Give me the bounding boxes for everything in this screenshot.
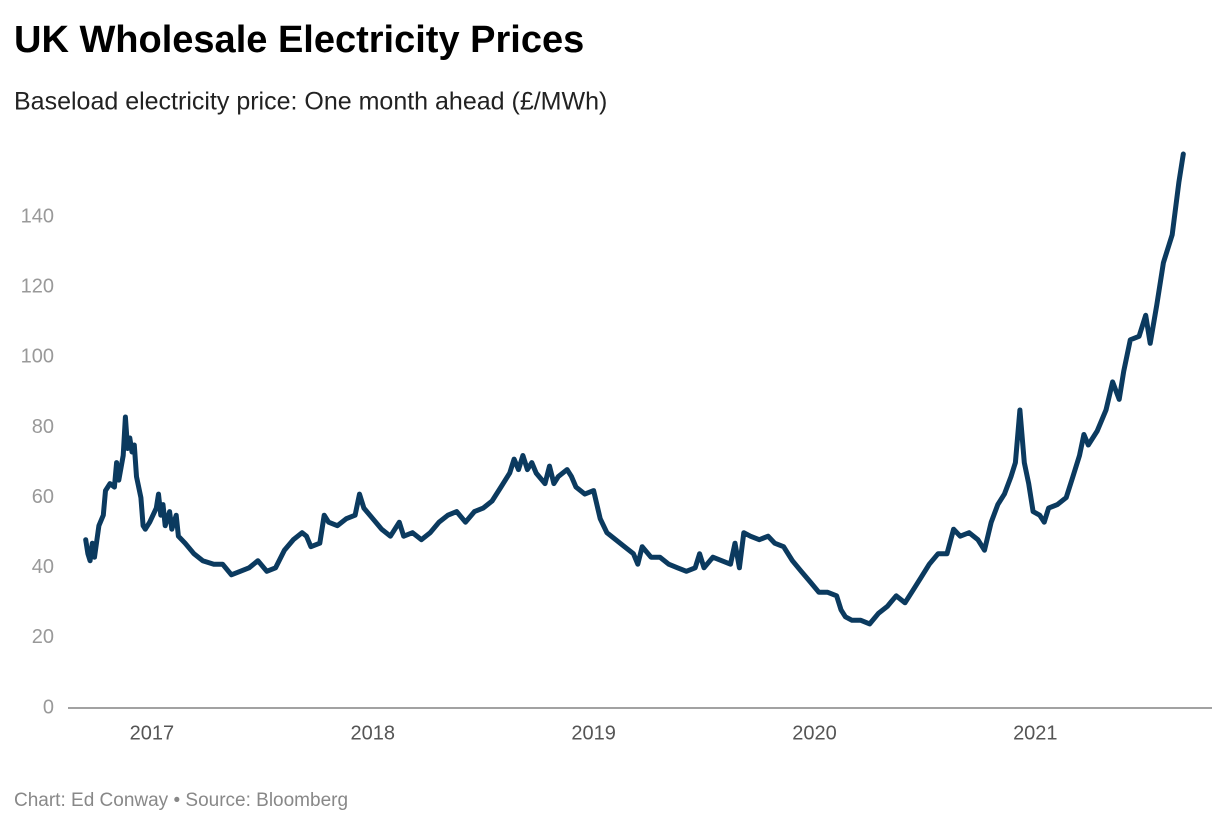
y-tick-label: 40: [32, 556, 54, 578]
chart-subtitle: Baseload electricity price: One month ah…: [14, 88, 607, 116]
series-line: [83, 151, 1186, 627]
y-tick-label: 80: [32, 416, 54, 438]
y-tick-label: 120: [21, 276, 54, 298]
y-tick-label: 20: [32, 626, 54, 648]
chart-source: Chart: Ed Conway • Source: Bloomberg: [14, 790, 348, 811]
x-tick-label: 2017: [130, 722, 175, 744]
y-tick-label: 140: [21, 205, 54, 227]
y-tick-label: 60: [32, 486, 54, 508]
x-tick-label: 2018: [351, 722, 396, 744]
x-tick-label: 2020: [792, 722, 837, 744]
y-tick-label: 0: [43, 696, 54, 718]
y-tick-label: 100: [21, 346, 54, 368]
x-tick-label: 2021: [1013, 722, 1058, 744]
chart-title: UK Wholesale Electricity Prices: [14, 19, 584, 61]
x-tick-label: 2019: [571, 722, 616, 744]
